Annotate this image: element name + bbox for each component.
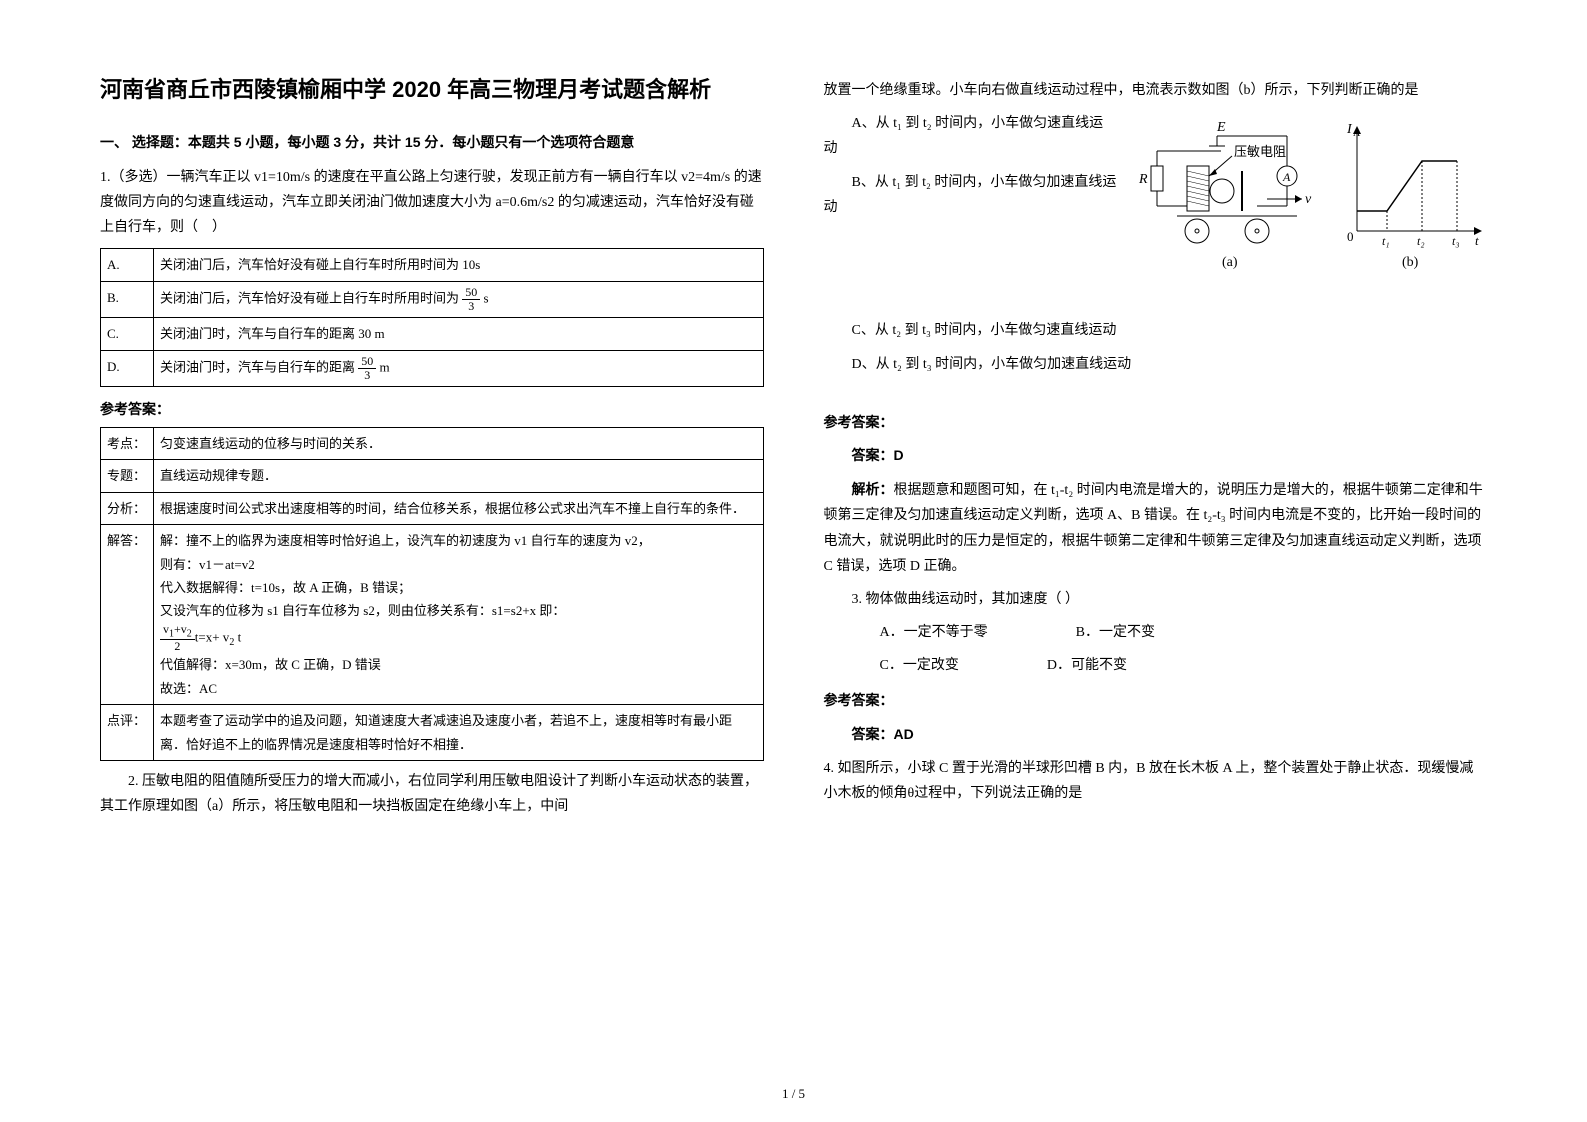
q1-intro: 1.（多选）一辆汽车正以 v1=10m/s 的速度在平直公路上匀速行驶，发现正前… bbox=[100, 165, 764, 241]
right-column: 放置一个绝缘重球。小车向右做直线运动过程中，电流表示数如图（b）所示，下列判断正… bbox=[824, 70, 1488, 1092]
analysis-text: 直线运动规律专题． bbox=[154, 460, 764, 492]
svg-text:v: v bbox=[1305, 192, 1312, 207]
q3-opts-row2: C．一定改变D．可能不变 bbox=[824, 653, 1488, 678]
opt-text: 关闭油门时，汽车与自行车的距离 503 m bbox=[154, 350, 764, 386]
q1-analysis-table: 考点： 匀变速直线运动的位移与时间的关系． 专题： 直线运动规律专题． 分析： … bbox=[100, 427, 764, 761]
svg-text:A: A bbox=[1282, 170, 1291, 184]
analysis-label: 分析： bbox=[101, 492, 154, 524]
table-row: 点评： 本题考查了运动学中的追及问题，知道速度大者减速追及速度小者，若追不上，速… bbox=[101, 705, 764, 761]
table-row: 考点： 匀变速直线运动的位移与时间的关系． bbox=[101, 428, 764, 460]
svg-text:t₃: t₃ bbox=[1452, 234, 1460, 248]
opt-label: D. bbox=[101, 350, 154, 386]
q3-opts-row1: A．一定不等于零B．一定不变 bbox=[824, 620, 1488, 645]
opt-text: 关闭油门后，汽车恰好没有碰上自行车时所用时间为 10s bbox=[154, 249, 764, 281]
analysis-label: 解答： bbox=[101, 525, 154, 705]
answer-label: 答案：D bbox=[852, 447, 904, 463]
table-row: 分析： 根据速度时间公式求出速度相等的时间，结合位移关系，根据位移公式求出汽车不… bbox=[101, 492, 764, 524]
q2-cont: 放置一个绝缘重球。小车向右做直线运动过程中，电流表示数如图（b）所示，下列判断正… bbox=[824, 78, 1488, 103]
opt-text: 关闭油门时，汽车与自行车的距离 30 m bbox=[154, 318, 764, 350]
ref-answer-label-3: 参考答案： bbox=[824, 688, 1488, 713]
svg-text:(b): (b) bbox=[1402, 255, 1419, 270]
analysis-text: 解：撞不上的临界为速度相等时恰好追上，设汽车的初速度为 v1 自行车的速度为 v… bbox=[154, 525, 764, 705]
opt-label: C. bbox=[101, 318, 154, 350]
doc-title: 河南省商丘市西陵镇榆厢中学 2020 年高三物理月考试题含解析 bbox=[100, 70, 764, 110]
analysis-label: 考点： bbox=[101, 428, 154, 460]
q2-opt-d: D、从 t₂ 到 t₃ 时间内，小车做匀加速直线运动 bbox=[824, 352, 1488, 377]
analysis-label: 专题： bbox=[101, 460, 154, 492]
svg-text:R: R bbox=[1138, 172, 1148, 187]
table-row: 专题： 直线运动规律专题． bbox=[101, 460, 764, 492]
opt-label: B. bbox=[101, 281, 154, 317]
analysis-text: 根据速度时间公式求出速度相等的时间，结合位移关系，根据位移公式求出汽车不撞上自行… bbox=[154, 492, 764, 524]
analysis-label: 点评： bbox=[101, 705, 154, 761]
svg-text:t: t bbox=[1475, 233, 1479, 248]
q2-opt-c: C、从 t₂ 到 t₃ 时间内，小车做匀速直线运动 bbox=[824, 318, 1488, 343]
table-row: B. 关闭油门后，汽车恰好没有碰上自行车时所用时间为 503 s bbox=[101, 281, 764, 317]
analysis-text: 本题考查了运动学中的追及问题，知道速度大者减速追及速度小者，若追不上，速度相等时… bbox=[154, 705, 764, 761]
q1-options-table: A. 关闭油门后，汽车恰好没有碰上自行车时所用时间为 10s B. 关闭油门后，… bbox=[100, 248, 764, 387]
opt-label: A. bbox=[101, 249, 154, 281]
q2-analysis: 解析：根据题意和题图可知，在 t₁-t₂ 时间内电流是增大的，说明压力是增大的，… bbox=[824, 477, 1488, 579]
q3-answer: 答案：AD bbox=[852, 726, 914, 742]
label-E: E bbox=[1216, 120, 1226, 135]
page-footer: 1 / 5 bbox=[0, 1086, 1587, 1102]
q2-figure: E A R bbox=[1127, 111, 1487, 300]
opt-text: 关闭油门后，汽车恰好没有碰上自行车时所用时间为 503 s bbox=[154, 281, 764, 317]
svg-text:t₁: t₁ bbox=[1382, 234, 1390, 248]
table-row: C. 关闭油门时，汽车与自行车的距离 30 m bbox=[101, 318, 764, 350]
q4-intro: 4. 如图所示，小球 C 置于光滑的半球形凹槽 B 内，B 放在长木板 A 上，… bbox=[824, 756, 1488, 806]
svg-text:(a): (a) bbox=[1222, 255, 1238, 270]
svg-text:0: 0 bbox=[1347, 229, 1354, 244]
analysis-text: 匀变速直线运动的位移与时间的关系． bbox=[154, 428, 764, 460]
q2-intro: 2. 压敏电阻的阻值随所受压力的增大而减小，右位同学利用压敏电阻设计了判断小车运… bbox=[100, 769, 764, 819]
q3-intro: 3. 物体做曲线运动时，其加速度（ ） bbox=[824, 587, 1488, 612]
circuit-and-graph-svg: E A R bbox=[1127, 111, 1487, 291]
ref-answer-label-2: 参考答案： bbox=[824, 410, 1488, 435]
svg-text:压敏电阻: 压敏电阻 bbox=[1234, 144, 1286, 159]
section-1-title: 一、 选择题：本题共 5 小题，每小题 3 分，共计 15 分．每小题只有一个选… bbox=[100, 130, 764, 155]
svg-text:I: I bbox=[1346, 122, 1353, 137]
ref-answer-label: 参考答案： bbox=[100, 397, 764, 422]
table-row: D. 关闭油门时，汽车与自行车的距离 503 m bbox=[101, 350, 764, 386]
table-row: A. 关闭油门后，汽车恰好没有碰上自行车时所用时间为 10s bbox=[101, 249, 764, 281]
left-column: 河南省商丘市西陵镇榆厢中学 2020 年高三物理月考试题含解析 一、 选择题：本… bbox=[100, 70, 764, 1092]
table-row: 解答： 解：撞不上的临界为速度相等时恰好追上，设汽车的初速度为 v1 自行车的速… bbox=[101, 525, 764, 705]
svg-text:t₂: t₂ bbox=[1417, 234, 1425, 248]
